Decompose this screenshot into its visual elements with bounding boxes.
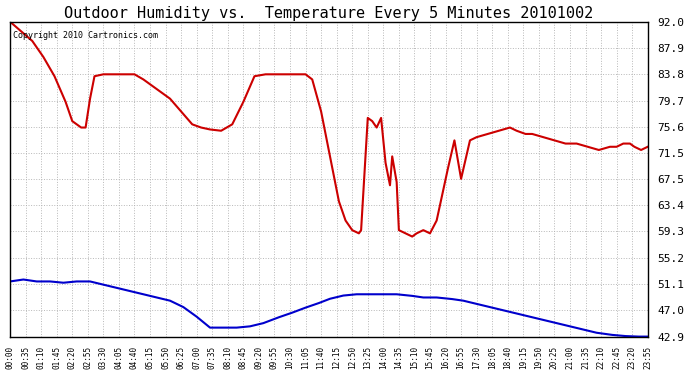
Title: Outdoor Humidity vs.  Temperature Every 5 Minutes 20101002: Outdoor Humidity vs. Temperature Every 5… — [64, 6, 593, 21]
Text: Copyright 2010 Cartronics.com: Copyright 2010 Cartronics.com — [13, 31, 158, 40]
